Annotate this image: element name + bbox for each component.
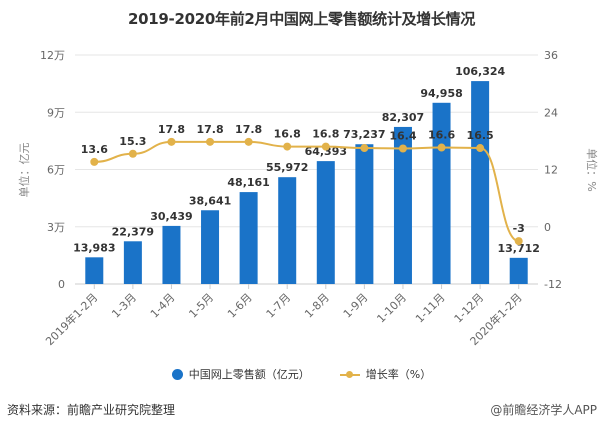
bar xyxy=(278,177,297,284)
left-tick-label: 0 xyxy=(58,278,65,291)
bar xyxy=(162,225,181,284)
bar xyxy=(123,241,142,284)
x-tick-label: 1-5月 xyxy=(186,291,216,321)
x-tick-label: 2019年1-2月 xyxy=(42,290,100,348)
line-value-label: 16.6 xyxy=(428,129,455,142)
line-value-label: 17.8 xyxy=(196,123,223,136)
right-tick-label: 12 xyxy=(544,164,558,177)
line-point xyxy=(476,144,485,153)
line-value-label: 16.5 xyxy=(467,129,494,142)
bar-value-label: 82,307 xyxy=(382,111,424,124)
chart-title: 2019-2020年前2月中国网上零售额统计及增长情况 xyxy=(127,10,476,28)
legend-label: 增长率（%） xyxy=(365,368,432,381)
line-point xyxy=(360,144,369,153)
line-point xyxy=(206,137,215,146)
bar xyxy=(201,210,220,284)
bar-value-label: 106,324 xyxy=(455,65,505,78)
line-data-labels: 13.6 15.3 17.8 17.8 17.8 16.8 16.8 16.4 16.6 16.5… xyxy=(81,123,525,235)
legend-item-retail-sales[interactable]: 中国网上零售额（亿元） xyxy=(171,366,310,382)
left-tick-label: 3万 xyxy=(47,221,65,234)
footer: 资料来源：前瞻产业研究院整理 @前瞻经济学人APP xyxy=(0,401,603,421)
bar-value-label: 64,393 xyxy=(305,145,347,158)
line-point xyxy=(244,137,253,146)
left-tick-label: 6万 xyxy=(47,164,65,177)
line-value-label: 16.8 xyxy=(274,128,301,141)
line-point xyxy=(283,142,292,151)
line-value-label: 15.3 xyxy=(119,135,146,148)
right-tick-label: 36 xyxy=(544,49,558,62)
line-value-label: 16.8 xyxy=(312,128,339,141)
line-value-label: 17.8 xyxy=(158,123,185,136)
x-tick-label: 1-10月 xyxy=(374,291,409,326)
bar-value-label: 13,983 xyxy=(73,241,115,254)
bar xyxy=(355,144,374,284)
right-axis-title: 单位：% xyxy=(585,148,599,191)
x-tick-label: 1-3月 xyxy=(109,291,139,321)
left-axis-title: 单位：亿元 xyxy=(17,143,31,198)
right-axis-ticks: -12 0 12 24 36 xyxy=(544,49,562,291)
bar-value-label: 55,972 xyxy=(266,161,308,174)
line-value-label: 17.8 xyxy=(235,123,262,136)
line-point xyxy=(437,143,446,152)
line-point xyxy=(167,137,176,146)
x-tick-label: 1-9月 xyxy=(341,291,371,321)
brand-watermark: @前瞻经济学人APP xyxy=(490,403,597,417)
bar-value-label: 30,439 xyxy=(150,210,192,223)
legend-item-growth-rate[interactable]: 增长率（%） xyxy=(339,366,432,382)
right-tick-label: -12 xyxy=(544,278,562,291)
bar-value-label: 22,379 xyxy=(112,225,154,238)
legend-line-swatch-icon xyxy=(339,369,360,380)
bar-value-label: 94,958 xyxy=(420,87,462,100)
gridlines xyxy=(75,54,538,285)
bar xyxy=(316,161,335,284)
bar xyxy=(509,257,528,284)
bar-series xyxy=(85,81,528,285)
bar-value-label: 13,712 xyxy=(497,242,539,255)
x-tick-label: 1-7月 xyxy=(264,291,294,321)
bar xyxy=(393,126,412,284)
legend-bar-swatch-icon xyxy=(171,368,183,380)
line-point xyxy=(514,237,523,246)
x-tick-label: 1-12月 xyxy=(452,291,487,326)
line-value-label: 16.4 xyxy=(389,130,416,143)
left-tick-label: 12万 xyxy=(40,49,65,62)
source-note: 资料来源：前瞻产业研究院整理 xyxy=(7,403,176,417)
bar-data-labels: 13,983 22,379 30,439 38,641 48,161 55,972 64,3… xyxy=(73,65,540,255)
x-tick-label: 1-6月 xyxy=(225,291,255,321)
right-tick-label: 0 xyxy=(544,221,551,234)
bar xyxy=(85,257,104,284)
x-tick-label: 1-8月 xyxy=(302,291,332,321)
bar-value-label: 73,237 xyxy=(343,128,385,141)
bar-value-label: 48,161 xyxy=(227,176,269,189)
left-axis-ticks: 0 3万 6万 9万 12万 xyxy=(40,49,65,291)
bar xyxy=(471,81,490,285)
left-tick-label: 9万 xyxy=(47,106,65,119)
line-point xyxy=(128,149,137,158)
x-tick-label: 1-4月 xyxy=(148,291,178,321)
legend: 中国网上零售额（亿元） 增长率（%） xyxy=(0,366,603,382)
line-value-label: 13.6 xyxy=(81,143,108,156)
legend-label: 中国网上零售额（亿元） xyxy=(188,368,310,381)
x-tick-label: 1-11月 xyxy=(413,291,448,326)
line-point xyxy=(398,144,407,153)
bar xyxy=(239,192,258,284)
line-value-label: -3 xyxy=(513,222,525,235)
line-series xyxy=(90,137,523,246)
line-point xyxy=(321,142,330,151)
bar-value-label: 38,641 xyxy=(189,194,231,207)
x-axis-ticks: 2019年1-2月 1-3月 1-4月 1-5月 1-6月 1-7月 1-8月 1-9月 1-1… xyxy=(42,284,525,348)
right-tick-label: 24 xyxy=(544,106,558,119)
line-point xyxy=(90,157,99,166)
